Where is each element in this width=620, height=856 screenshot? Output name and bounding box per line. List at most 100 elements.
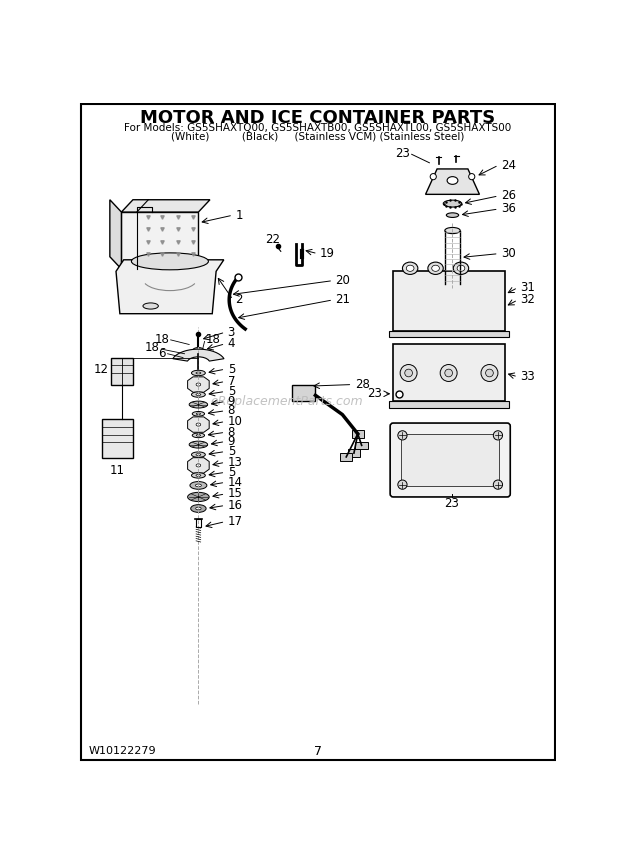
FancyBboxPatch shape xyxy=(393,344,505,401)
Ellipse shape xyxy=(196,423,201,426)
Text: 23: 23 xyxy=(445,496,459,509)
Text: 36: 36 xyxy=(501,203,516,216)
Ellipse shape xyxy=(485,369,494,377)
Polygon shape xyxy=(116,260,224,313)
Text: 16: 16 xyxy=(228,499,242,512)
Text: 33: 33 xyxy=(520,371,535,383)
Polygon shape xyxy=(122,212,198,269)
Ellipse shape xyxy=(196,383,201,386)
Text: 28: 28 xyxy=(355,378,370,391)
Text: 26: 26 xyxy=(501,189,516,202)
Polygon shape xyxy=(122,199,210,212)
FancyBboxPatch shape xyxy=(348,449,360,457)
Text: 5: 5 xyxy=(228,466,235,479)
Text: 11: 11 xyxy=(110,464,125,478)
Text: 5: 5 xyxy=(228,363,235,376)
Text: 15: 15 xyxy=(228,487,242,501)
Ellipse shape xyxy=(432,265,440,271)
Ellipse shape xyxy=(191,505,206,513)
Ellipse shape xyxy=(195,484,202,487)
Ellipse shape xyxy=(196,507,201,510)
Ellipse shape xyxy=(193,348,204,352)
Ellipse shape xyxy=(445,228,460,234)
Text: 20: 20 xyxy=(335,274,350,287)
Text: 21: 21 xyxy=(335,294,350,306)
Text: 3: 3 xyxy=(228,325,235,339)
Ellipse shape xyxy=(402,262,418,275)
FancyBboxPatch shape xyxy=(112,358,133,384)
Text: 9: 9 xyxy=(228,395,235,408)
Circle shape xyxy=(469,174,475,180)
Ellipse shape xyxy=(197,435,200,437)
Text: 32: 32 xyxy=(520,294,535,306)
Text: 24: 24 xyxy=(501,158,516,171)
Text: 17: 17 xyxy=(228,515,242,528)
Ellipse shape xyxy=(400,365,417,382)
Polygon shape xyxy=(389,330,508,336)
Ellipse shape xyxy=(446,213,459,217)
Polygon shape xyxy=(110,199,122,269)
Text: 31: 31 xyxy=(520,281,535,294)
Ellipse shape xyxy=(196,474,201,476)
Circle shape xyxy=(430,174,436,180)
Ellipse shape xyxy=(192,452,205,457)
Ellipse shape xyxy=(445,282,460,288)
Ellipse shape xyxy=(196,394,201,395)
Ellipse shape xyxy=(189,401,208,408)
Ellipse shape xyxy=(481,365,498,382)
Text: 12: 12 xyxy=(93,363,108,376)
Circle shape xyxy=(494,480,503,490)
Circle shape xyxy=(398,431,407,440)
Ellipse shape xyxy=(192,433,205,437)
FancyBboxPatch shape xyxy=(390,423,510,497)
FancyBboxPatch shape xyxy=(102,419,133,458)
Text: 4: 4 xyxy=(228,337,235,350)
Polygon shape xyxy=(188,417,209,432)
Ellipse shape xyxy=(192,371,205,376)
Ellipse shape xyxy=(192,473,205,479)
Text: 7: 7 xyxy=(314,745,322,758)
Ellipse shape xyxy=(428,262,443,275)
Ellipse shape xyxy=(405,369,412,377)
Text: 18: 18 xyxy=(154,333,169,347)
FancyBboxPatch shape xyxy=(401,434,500,486)
Text: 14: 14 xyxy=(228,476,242,489)
FancyBboxPatch shape xyxy=(340,453,352,461)
Text: 8: 8 xyxy=(228,425,235,439)
Text: (White)          (Black)     (Stainless VCM) (Stainless Steel): (White) (Black) (Stainless VCM) (Stainle… xyxy=(171,132,464,141)
Text: 19: 19 xyxy=(320,247,335,260)
Ellipse shape xyxy=(190,482,207,490)
Ellipse shape xyxy=(189,441,208,448)
Text: 1: 1 xyxy=(236,209,243,222)
Ellipse shape xyxy=(196,454,201,455)
Ellipse shape xyxy=(143,303,158,309)
Polygon shape xyxy=(188,377,209,392)
Circle shape xyxy=(494,431,503,440)
Text: 9: 9 xyxy=(228,435,235,448)
Text: 18: 18 xyxy=(206,333,221,347)
Text: 6: 6 xyxy=(159,348,166,360)
Ellipse shape xyxy=(406,265,414,271)
FancyBboxPatch shape xyxy=(355,442,368,449)
Ellipse shape xyxy=(192,412,205,416)
Text: 23: 23 xyxy=(396,147,410,160)
Ellipse shape xyxy=(443,200,462,207)
Ellipse shape xyxy=(192,392,205,397)
Text: W10122279: W10122279 xyxy=(88,746,156,756)
Text: 2: 2 xyxy=(236,294,243,306)
Ellipse shape xyxy=(197,413,200,414)
Ellipse shape xyxy=(447,176,458,184)
Text: MOTOR AND ICE CONTAINER PARTS: MOTOR AND ICE CONTAINER PARTS xyxy=(140,109,495,128)
Polygon shape xyxy=(188,458,209,473)
Ellipse shape xyxy=(457,265,465,271)
Text: 22: 22 xyxy=(265,234,281,247)
Ellipse shape xyxy=(131,253,208,270)
FancyBboxPatch shape xyxy=(393,270,505,330)
Ellipse shape xyxy=(445,369,453,377)
Text: 7: 7 xyxy=(228,375,235,388)
Polygon shape xyxy=(173,349,224,361)
Ellipse shape xyxy=(440,365,457,382)
Polygon shape xyxy=(389,401,508,407)
Text: 5: 5 xyxy=(228,385,235,398)
Ellipse shape xyxy=(453,262,469,275)
